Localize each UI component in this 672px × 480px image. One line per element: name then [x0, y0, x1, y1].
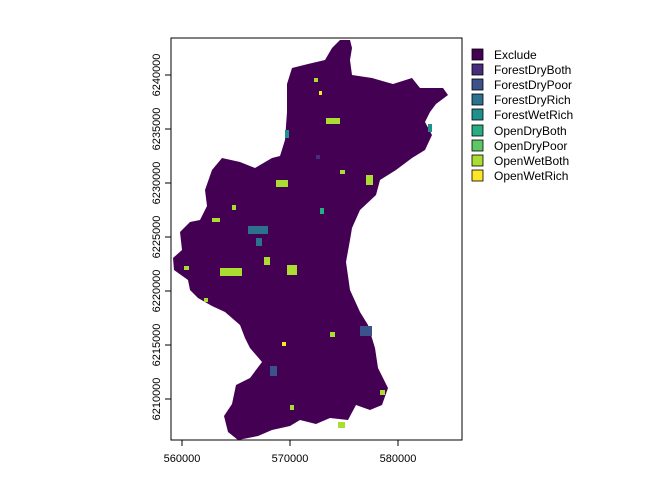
legend-swatch [471, 139, 484, 152]
legend-label: Exclude [494, 48, 537, 62]
legend-swatch [471, 169, 484, 182]
y-axis: 6210000 6215000 6220000 6225000 6230000 … [151, 54, 171, 421]
legend-item-forest-dry-both: ForestDryBoth [471, 63, 571, 77]
patch-open-dry-poor [320, 208, 324, 214]
x-tick-label: 570000 [272, 453, 309, 465]
patch-open-wet-rich [282, 342, 286, 346]
legend-label: ForestDryRich [494, 93, 571, 107]
y-tick-label: 6210000 [151, 378, 163, 421]
land-area [173, 40, 448, 440]
legend-swatch [471, 124, 484, 137]
legend-swatch [471, 48, 484, 61]
patch-forest-dry-rich [360, 326, 372, 336]
patch-open-wet-both [276, 180, 288, 187]
y-tick-label: 6235000 [151, 108, 163, 151]
legend-label: OpenWetBoth [494, 154, 569, 168]
x-axis: 560000 570000 580000 [164, 440, 417, 465]
patch-open-wet-both [184, 266, 189, 270]
patch-open-wet-both [264, 257, 270, 265]
legend-swatch [471, 78, 484, 91]
patch-open-wet-both [366, 175, 373, 185]
y-tick-label: 6220000 [151, 270, 163, 313]
x-tick-label: 560000 [164, 453, 201, 465]
y-tick-label: 6230000 [151, 162, 163, 205]
legend-label: ForestWetRich [494, 108, 573, 122]
patch-open-wet-rich [319, 91, 322, 95]
patch-open-wet-both [232, 205, 236, 210]
legend-label: ForestDryBoth [494, 63, 571, 77]
legend-label: OpenDryPoor [494, 139, 567, 153]
y-tick-label: 6225000 [151, 216, 163, 259]
legend-label: ForestDryPoor [494, 78, 572, 92]
patch-open-wet-both [338, 422, 345, 428]
legend-item-open-wet-both: OpenWetBoth [471, 154, 569, 168]
legend-label: OpenDryBoth [494, 124, 567, 138]
patch-open-wet-both [314, 78, 318, 82]
patch-open-wet-both [287, 265, 297, 275]
patch-open-wet-both [326, 118, 340, 124]
legend-swatch [471, 154, 484, 167]
x-tick-label: 580000 [380, 453, 417, 465]
legend: Exclude ForestDryBoth ForestDryPoor Fore… [471, 48, 573, 183]
legend-item-open-dry-both: OpenDryBoth [471, 124, 567, 138]
plot-frame [170, 37, 463, 441]
patch-open-wet-both [220, 268, 242, 276]
legend-item-open-wet-rich: OpenWetRich [471, 169, 568, 183]
legend-item-forest-dry-poor: ForestDryPoor [471, 78, 572, 92]
y-tick-label: 6215000 [151, 324, 163, 367]
patch-open-wet-both [380, 390, 385, 395]
patch-forest-wet-rich [428, 124, 432, 132]
legend-item-forest-wet-rich: ForestWetRich [471, 108, 573, 122]
patch-forest-wet-rich [285, 130, 289, 138]
legend-item-open-dry-poor: OpenDryPoor [471, 139, 567, 153]
legend-item-exclude: Exclude [471, 48, 537, 62]
patch-open-wet-both [212, 218, 220, 222]
patch-forest-dry-rich [256, 238, 262, 246]
legend-swatch [471, 108, 484, 121]
patch-forest-dry-rich [248, 226, 268, 234]
patch-open-wet-both [290, 405, 294, 410]
legend-item-forest-dry-rich: ForestDryRich [471, 93, 571, 107]
legend-label: OpenWetRich [494, 169, 568, 183]
patch-forest-dry-rich [270, 366, 277, 376]
patch-forest-dry-both [316, 155, 320, 159]
patch-open-wet-both [204, 298, 208, 302]
legend-swatch [471, 93, 484, 106]
legend-swatch [471, 63, 484, 76]
patch-open-wet-both [330, 332, 335, 337]
patch-open-wet-both [340, 170, 345, 174]
y-tick-label: 6240000 [151, 54, 163, 97]
habitat-patches [184, 78, 432, 428]
